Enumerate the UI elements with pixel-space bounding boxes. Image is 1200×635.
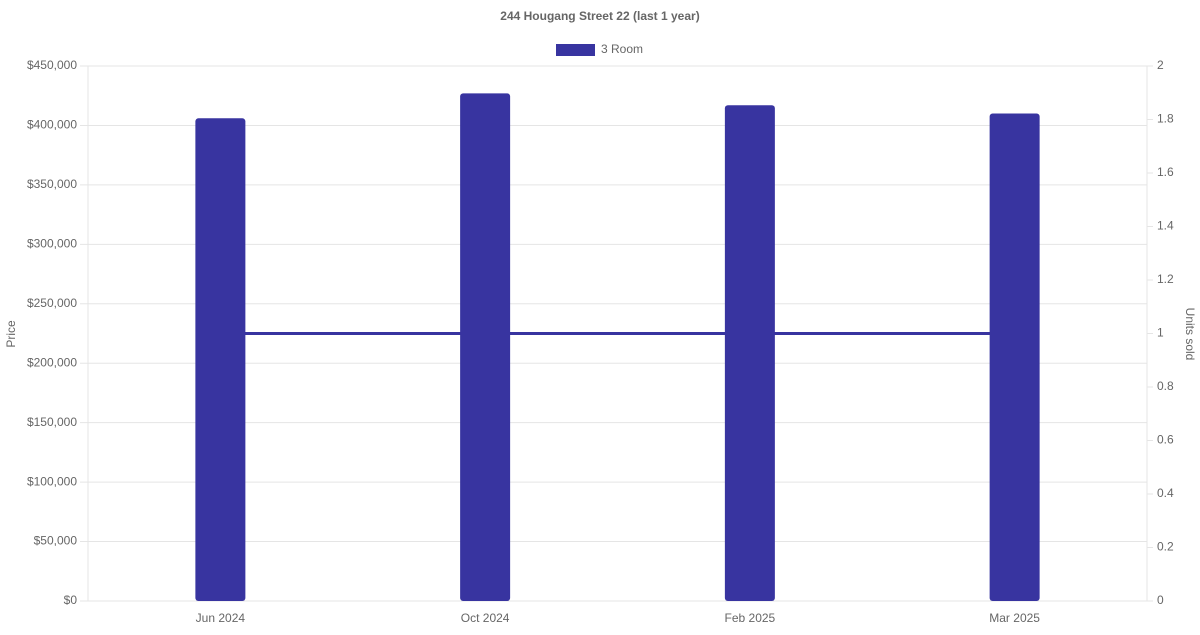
legend-label: 3 Room bbox=[601, 42, 643, 56]
y-axis-title: Price bbox=[4, 320, 18, 348]
y-tick-label: $50,000 bbox=[34, 534, 78, 548]
y2-tick-label: 1.6 bbox=[1157, 165, 1174, 179]
chart-title: 244 Hougang Street 22 (last 1 year) bbox=[500, 9, 699, 23]
bar bbox=[989, 113, 1040, 602]
legend-swatch bbox=[556, 44, 595, 56]
x-tick-label: Jun 2024 bbox=[196, 611, 246, 625]
y-tick-label: $300,000 bbox=[27, 237, 77, 251]
y-tick-label: $350,000 bbox=[27, 177, 77, 191]
x-tick-label: Mar 2025 bbox=[989, 611, 1040, 625]
y2-tick-label: 0.4 bbox=[1157, 486, 1174, 500]
bar bbox=[195, 118, 246, 602]
y-tick-label: $150,000 bbox=[27, 415, 77, 429]
y-tick-label: $200,000 bbox=[27, 355, 77, 369]
y-tick-label: $0 bbox=[64, 593, 78, 607]
y2-tick-label: 0.8 bbox=[1157, 379, 1174, 393]
y2-tick-label: 1.2 bbox=[1157, 272, 1174, 286]
bar bbox=[460, 93, 511, 601]
y2-tick-label: 1.4 bbox=[1157, 219, 1174, 233]
y-tick-label: $250,000 bbox=[27, 296, 77, 310]
y2-tick-label: 2 bbox=[1157, 58, 1164, 72]
y-tick-label: $450,000 bbox=[27, 58, 77, 72]
x-tick-label: Feb 2025 bbox=[725, 611, 776, 625]
y2-tick-label: 0 bbox=[1157, 593, 1164, 607]
y-tick-label: $100,000 bbox=[27, 474, 77, 488]
y2-tick-label: 1.8 bbox=[1157, 112, 1174, 126]
y2-tick-label: 0.2 bbox=[1157, 540, 1174, 554]
y2-tick-label: 1 bbox=[1157, 326, 1164, 340]
x-tick-label: Oct 2024 bbox=[461, 611, 510, 625]
y-tick-label: $400,000 bbox=[27, 118, 77, 132]
y2-axis-title: Units sold bbox=[1183, 308, 1197, 361]
bar bbox=[724, 105, 775, 601]
y2-tick-label: 0.6 bbox=[1157, 433, 1174, 447]
